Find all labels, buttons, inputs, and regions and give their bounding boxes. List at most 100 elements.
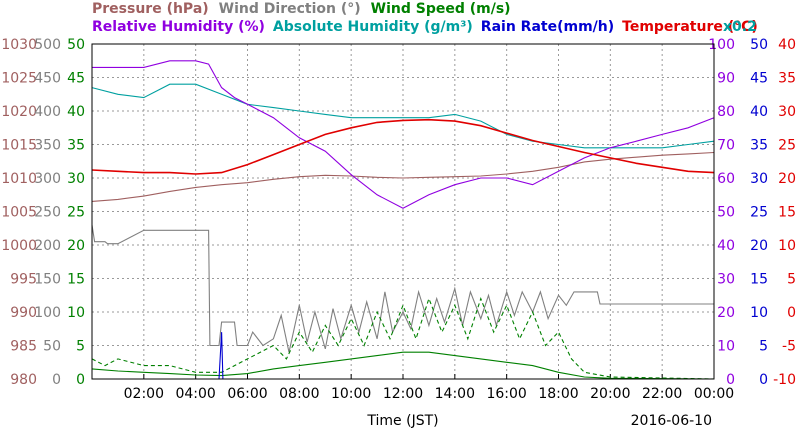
legend-entry-legend2-1: Absolute Humidity (g/m³) xyxy=(273,19,473,35)
tick-humidity-5: 50 xyxy=(717,205,735,221)
tick-rain-9: 45 xyxy=(750,71,768,87)
tick-rain-6: 30 xyxy=(750,171,768,187)
tick-wind_speed-10: 50 xyxy=(67,37,85,53)
tick-wind_speed-6: 30 xyxy=(67,171,85,187)
tick-humidity-4: 40 xyxy=(717,238,735,254)
x-tick-11: 00:00 xyxy=(694,386,734,402)
tick-wind_direction-2: 100 xyxy=(34,305,61,321)
tick-pressure-8: 1020 xyxy=(1,104,37,120)
date-label: 2016-06-10 xyxy=(631,413,712,429)
series-wind_speed xyxy=(91,351,715,380)
x-tick-2: 06:00 xyxy=(227,386,267,402)
tick-wind_speed-4: 20 xyxy=(67,238,85,254)
tick-pressure-0: 980 xyxy=(10,372,37,388)
series-relative_humidity xyxy=(92,60,715,209)
tick-wind_speed-7: 35 xyxy=(67,138,85,154)
legend-entry-legend2-2: Rain Rate(mm/h) xyxy=(481,19,614,35)
tick-humidity-2: 20 xyxy=(717,305,735,321)
tick-humidity-7: 70 xyxy=(717,138,735,154)
x-tick-4: 10:00 xyxy=(331,386,371,402)
tick-wind_speed-5: 25 xyxy=(67,205,85,221)
tick-wind_direction-8: 400 xyxy=(34,104,61,120)
series-wind_direction xyxy=(91,224,714,353)
legend-entry-legend2-3: Temperature (°C) xyxy=(622,19,758,35)
tick-wind_direction-5: 250 xyxy=(34,205,61,221)
tick-wind_speed-3: 15 xyxy=(67,272,85,288)
tick-pressure-2: 990 xyxy=(10,305,37,321)
tick-wind_speed-0: 0 xyxy=(76,372,85,388)
tick-pressure-7: 1015 xyxy=(1,138,37,154)
tick-pressure-4: 1000 xyxy=(1,238,37,254)
x-tick-7: 16:00 xyxy=(486,386,526,402)
legend-entry-legend1-2: Wind Speed (m/s) xyxy=(371,1,511,17)
tick-wind_direction-3: 150 xyxy=(34,272,61,288)
x-tick-5: 12:00 xyxy=(383,386,423,402)
tick-pressure-3: 995 xyxy=(10,272,37,288)
tick-wind_direction-7: 350 xyxy=(34,138,61,154)
tick-temperature-0: -10 xyxy=(773,372,796,388)
tick-wind_direction-0: 0 xyxy=(52,372,61,388)
tick-wind_speed-8: 40 xyxy=(67,104,85,120)
tick-rain-7: 35 xyxy=(750,138,768,154)
x-tick-8: 18:00 xyxy=(538,386,578,402)
tick-humidity-6: 60 xyxy=(717,171,735,187)
x-tick-9: 20:00 xyxy=(590,386,630,402)
tick-rain-0: 0 xyxy=(759,372,768,388)
tick-pressure-6: 1010 xyxy=(1,171,37,187)
left-axes: 9809859909951000100510101015102010251030… xyxy=(1,37,85,388)
tick-humidity-8: 80 xyxy=(717,104,735,120)
x-tick-3: 08:00 xyxy=(279,386,319,402)
tick-rain-1: 5 xyxy=(759,339,768,355)
tick-temperature-6: 20 xyxy=(778,171,796,187)
tick-rain-10: 50 xyxy=(750,37,768,53)
x-tick-1: 04:00 xyxy=(175,386,215,402)
tick-humidity-9: 90 xyxy=(717,71,735,87)
x-tick-10: 22:00 xyxy=(642,386,682,402)
tick-temperature-8: 30 xyxy=(778,104,796,120)
x-tick-6: 14:00 xyxy=(435,386,475,402)
legend-entry-legend1-1: Wind Direction (°) xyxy=(219,1,361,17)
tick-wind_direction-9: 450 xyxy=(34,71,61,87)
tick-wind_speed-2: 10 xyxy=(67,305,85,321)
tick-humidity-1: 10 xyxy=(717,339,735,355)
grid xyxy=(92,44,714,379)
tick-rain-5: 25 xyxy=(750,205,768,221)
legend-row-1: Pressure (hPa) Wind Direction (°) Wind Spe… xyxy=(92,1,511,17)
x-axis-ticks: 02:00 04:00 06:00 08:00 10:00 12:00 14:00 16:00… xyxy=(124,374,734,402)
tick-rain-3: 15 xyxy=(750,272,768,288)
legend-row-2: Relative Humidity (%) Absolute Humidity (… xyxy=(92,19,758,35)
tick-pressure-10: 1030 xyxy=(1,37,37,53)
tick-pressure-5: 1005 xyxy=(1,205,37,221)
series-wind_gust xyxy=(91,296,715,380)
right-axes: 0102030405060708090100051015202530354045… xyxy=(708,37,796,388)
tick-temperature-4: 10 xyxy=(778,238,796,254)
tick-humidity-10: 100 xyxy=(708,37,735,53)
tick-wind_direction-4: 200 xyxy=(34,238,61,254)
tick-humidity-3: 30 xyxy=(717,272,735,288)
tick-humidity-0: 0 xyxy=(726,372,735,388)
tick-temperature-9: 35 xyxy=(778,71,796,87)
abs-humidity-scale-note: x0.2 xyxy=(723,19,757,35)
tick-wind_direction-10: 500 xyxy=(34,37,61,53)
tick-rain-2: 10 xyxy=(750,305,768,321)
tick-pressure-9: 1025 xyxy=(1,71,37,87)
tick-rain-4: 20 xyxy=(750,238,768,254)
x-axis-label: Time (JST) xyxy=(366,413,438,429)
tick-temperature-1: -5 xyxy=(782,339,796,355)
tick-temperature-7: 25 xyxy=(778,138,796,154)
legend-entry-legend2-0: Relative Humidity (%) xyxy=(92,19,265,35)
tick-temperature-10: 40 xyxy=(778,37,796,53)
series-temperature xyxy=(91,118,715,175)
legend-entry-legend1-0: Pressure (hPa) xyxy=(92,1,209,17)
tick-rain-8: 40 xyxy=(750,104,768,120)
tick-pressure-1: 985 xyxy=(10,339,37,355)
tick-wind_speed-9: 45 xyxy=(67,71,85,87)
tick-wind_direction-6: 300 xyxy=(34,171,61,187)
tick-temperature-3: 5 xyxy=(787,272,796,288)
plot-frame xyxy=(91,43,715,380)
series-pressure xyxy=(91,151,715,202)
tick-temperature-5: 15 xyxy=(778,205,796,221)
tick-temperature-2: 0 xyxy=(787,305,796,321)
